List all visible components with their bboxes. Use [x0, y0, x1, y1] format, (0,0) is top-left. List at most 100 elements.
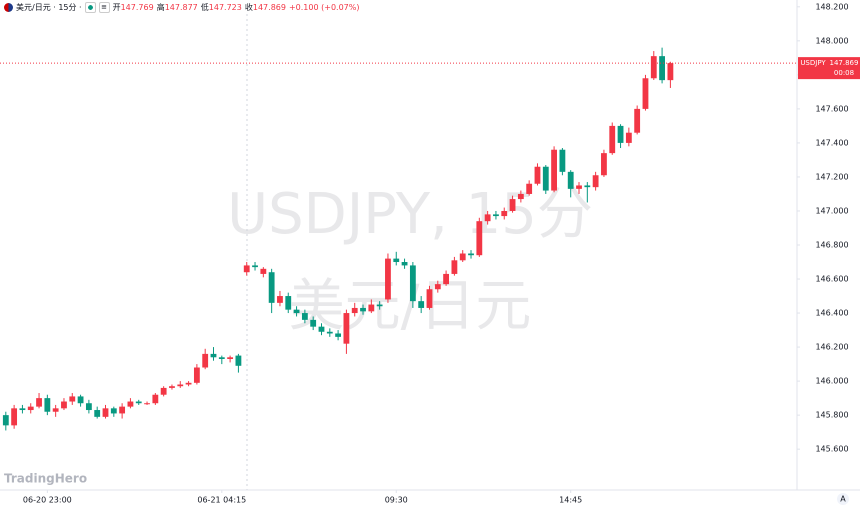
candle-body	[2, 415, 9, 426]
candle-body	[326, 331, 333, 334]
candle-body	[119, 406, 126, 414]
candle-body	[169, 386, 175, 388]
candle-body	[601, 153, 607, 176]
candle-body	[401, 262, 408, 266]
y-tick-label: 147.400	[815, 138, 848, 147]
candle-body	[418, 301, 425, 308]
y-tick-label: 146.000	[815, 377, 848, 386]
candle-body	[243, 265, 250, 273]
candle-body	[110, 408, 117, 414]
candle-body	[393, 258, 400, 263]
candle-body	[517, 193, 524, 200]
candle-body	[459, 253, 466, 261]
candle-body	[185, 382, 192, 385]
candle-body	[567, 171, 574, 189]
y-tick-label: 148.000	[815, 36, 848, 45]
x-tick-label: 06-20 23:00	[23, 496, 72, 505]
y-tick-label: 147.600	[815, 104, 848, 113]
candle-body	[11, 408, 18, 426]
scale-button[interactable]	[837, 493, 849, 505]
candle-body	[152, 394, 159, 404]
high-label: 高147.877	[156, 3, 198, 12]
candle-body	[102, 408, 109, 417]
symbol: 美元/日元 · 15分 ·	[16, 3, 82, 12]
candle-body	[376, 304, 383, 307]
candle-body	[426, 289, 433, 308]
y-tick-label: 146.400	[815, 309, 848, 318]
candle-body	[202, 353, 209, 368]
y-tick-label: 146.200	[815, 343, 848, 352]
candle-body	[260, 268, 267, 274]
candle-body	[127, 401, 134, 407]
y-tick-label: 146.800	[815, 241, 848, 250]
candle-body	[576, 185, 582, 189]
candle-body	[584, 185, 591, 188]
candle-body	[501, 210, 508, 217]
candle-body	[144, 403, 150, 405]
scale-mode[interactable]: A	[840, 495, 846, 504]
candle-body	[19, 408, 26, 411]
candle-body	[484, 214, 491, 222]
candle-body	[551, 149, 557, 191]
candle-body	[468, 253, 474, 256]
menu-icon[interactable]: ≡	[98, 2, 110, 13]
candle-body	[177, 384, 184, 387]
candle-body	[351, 307, 358, 314]
candle-body	[61, 401, 67, 409]
candle-body	[609, 125, 616, 154]
candle-body	[335, 333, 342, 337]
logo: TradingHero	[4, 472, 87, 486]
y-tick-label: 148.200	[815, 2, 848, 11]
close-label: 收147.869	[244, 3, 286, 12]
candle-body	[52, 408, 59, 412]
candle-body	[542, 166, 549, 191]
candle-body	[210, 353, 217, 358]
x-tick-label: 06-21 04:15	[197, 496, 246, 505]
x-tick-label: 14:45	[559, 496, 582, 505]
candle-body	[634, 108, 641, 133]
candle-body	[36, 398, 42, 407]
candle-body	[385, 258, 391, 300]
candle-body	[293, 309, 300, 314]
candle-body	[235, 355, 242, 366]
y-tick-label: 147.200	[815, 172, 848, 181]
y-tick-label: 147.000	[815, 206, 848, 215]
candle-body	[443, 273, 450, 285]
candle-body	[476, 221, 483, 256]
candle-body	[135, 401, 142, 404]
candle-body	[44, 398, 51, 412]
candle-body	[434, 284, 441, 290]
candle-body	[368, 304, 375, 312]
last-price: 147.869	[830, 59, 859, 67]
candle-body	[160, 387, 167, 395]
candle-body	[650, 56, 657, 79]
candle-body	[409, 265, 416, 302]
candle-body	[559, 149, 566, 172]
candle-body	[534, 166, 541, 184]
candle-body	[318, 326, 325, 332]
countdown: 00:08	[834, 69, 854, 77]
candle-body	[526, 183, 533, 194]
status-icon	[84, 2, 96, 13]
candle-body	[310, 319, 317, 327]
candle-body	[493, 214, 499, 217]
low-label: 低147.723	[200, 3, 242, 12]
change: +0.100 (+0.07%)	[288, 3, 360, 12]
candle-body	[268, 272, 275, 303]
open-label: 开147.769	[112, 3, 154, 12]
candle-body	[252, 265, 258, 268]
candle-body	[343, 313, 350, 344]
y-tick-label: 145.800	[815, 411, 848, 420]
candle-body	[69, 396, 76, 402]
candle-body	[301, 313, 308, 320]
legend-header: 美元/日元 · 15分 · ≡ 开147.769 高147.877 低147.7…	[4, 2, 359, 13]
candle-body	[659, 56, 665, 81]
candle-body	[94, 410, 101, 417]
candle-body	[667, 63, 674, 81]
candle-body	[218, 357, 225, 359]
candle-body	[592, 175, 599, 188]
watermark: USDJPY, 15分	[227, 182, 593, 247]
candle-body	[193, 367, 200, 383]
